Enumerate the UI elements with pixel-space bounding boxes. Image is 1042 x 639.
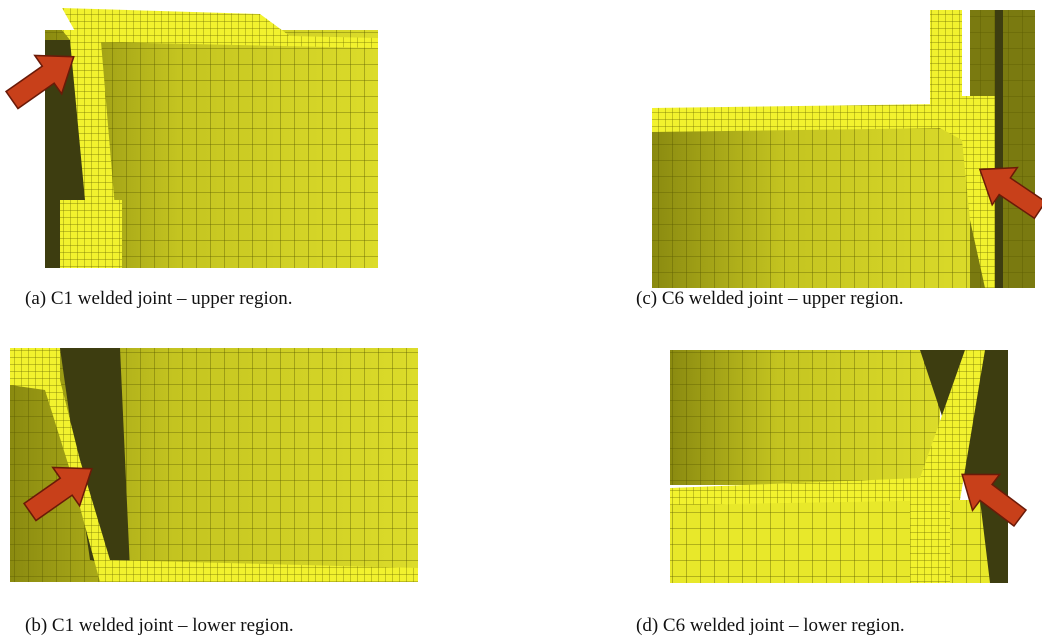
figure-graphics bbox=[0, 0, 1042, 639]
panel-b-image bbox=[10, 348, 418, 582]
caption: (d) C6 welded joint – lower region. bbox=[636, 615, 905, 637]
panel-c-image bbox=[652, 10, 1035, 288]
panel-a-image bbox=[45, 8, 378, 268]
panel-d-image bbox=[670, 350, 1008, 583]
caption: (b) C1 welded joint – lower region. bbox=[25, 615, 294, 637]
caption: (c) C6 welded joint – upper region. bbox=[636, 288, 904, 310]
caption: (a) C1 welded joint – upper region. bbox=[25, 288, 293, 310]
figure-page: (a) C1 welded joint – upper region. (c) … bbox=[0, 0, 1042, 639]
